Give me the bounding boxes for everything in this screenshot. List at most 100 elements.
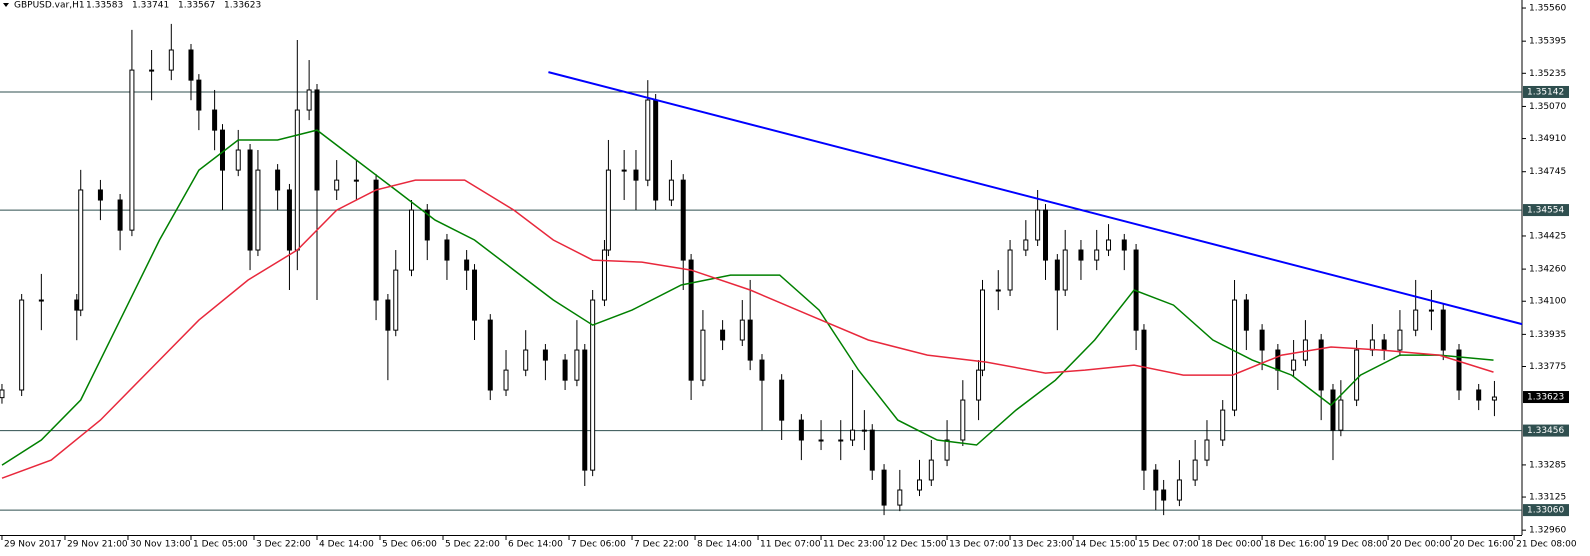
x-tick-label: 29 Nov 21:00 — [67, 540, 128, 550]
candle-body — [668, 179, 674, 201]
candle-body — [1161, 489, 1167, 501]
candle-body — [653, 99, 659, 201]
candle-body — [212, 109, 218, 131]
candle-body — [1121, 239, 1127, 251]
level-price-label: 1.33456 — [1527, 426, 1564, 436]
x-tick-label: 1 Dec 05:00 — [193, 540, 248, 550]
candle-body — [334, 179, 340, 191]
level-price-box — [1523, 85, 1569, 98]
candle-body — [294, 109, 300, 251]
trend-line — [548, 71, 1523, 326]
candle-body — [574, 349, 580, 381]
candle-body — [196, 79, 202, 111]
candle-body — [1176, 479, 1182, 501]
candle-body — [1106, 239, 1112, 251]
candle-body — [487, 319, 493, 391]
y-tick-label: 1.34100 — [1529, 297, 1566, 307]
candle-body — [1043, 209, 1049, 261]
y-tick-label: 1.33935 — [1529, 330, 1566, 340]
x-tick-label: 19 Dec 08:00 — [1327, 540, 1388, 550]
candle-body — [97, 189, 103, 201]
candle-body — [861, 429, 867, 432]
level-price-label: 1.34554 — [1527, 206, 1564, 216]
y-tick-label: 1.33775 — [1529, 362, 1566, 372]
candle-body — [720, 329, 726, 341]
candle-body — [1054, 259, 1060, 291]
x-tick-label: 14 Dec 15:00 — [1075, 540, 1136, 550]
x-tick-label: 20 Dec 16:00 — [1453, 540, 1514, 550]
candle-body — [1078, 249, 1084, 261]
y-tick-label: 1.33285 — [1529, 460, 1566, 470]
candle-body — [1330, 389, 1336, 431]
y-tick-label: 1.33125 — [1529, 493, 1566, 503]
candle-body — [1243, 299, 1249, 331]
info-value: 1.33567 — [178, 1, 215, 11]
x-tick-label: 5 Dec 06:00 — [382, 540, 437, 550]
candle-body — [1354, 349, 1360, 401]
x-tick-label: 12 Dec 15:00 — [886, 540, 947, 550]
candle-body — [129, 69, 135, 231]
candle-body — [995, 289, 1001, 292]
x-tick-label: 30 Nov 13:00 — [130, 540, 191, 550]
candle-body — [605, 169, 611, 251]
symbol-label: GBPUSD.var,H1 — [14, 1, 85, 11]
candle-body — [590, 299, 596, 471]
y-tick-label: 1.35560 — [1529, 4, 1566, 14]
x-tick-label: 5 Dec 22:00 — [445, 540, 500, 550]
y-tick-label: 1.32960 — [1529, 526, 1566, 536]
x-tick-label: 21 Dec 08:00 — [1516, 540, 1577, 550]
candle-body — [818, 439, 824, 442]
level-price-box — [1523, 204, 1569, 217]
candle-body — [542, 349, 548, 361]
x-tick-label: 13 Dec 23:00 — [1012, 540, 1073, 550]
candle-body — [562, 359, 568, 381]
candle-body — [255, 169, 261, 251]
candle-body — [1153, 469, 1159, 491]
candle-body — [601, 249, 607, 301]
candle-body — [1440, 309, 1446, 351]
candle-body — [1007, 249, 1013, 291]
candle-body — [74, 299, 80, 311]
candle-body — [1413, 309, 1419, 331]
candle-body — [1035, 209, 1041, 241]
candle-body — [1094, 249, 1100, 261]
candle-body — [1062, 249, 1068, 291]
x-tick-label: 4 Dec 14:00 — [319, 540, 374, 550]
x-tick-label: 18 Dec 16:00 — [1264, 540, 1325, 550]
candle-body — [247, 149, 253, 251]
candle-body — [373, 179, 379, 301]
candle-body — [917, 479, 923, 491]
candle-body — [235, 149, 241, 171]
candle-body — [869, 429, 875, 471]
x-tick-label: 15 Dec 07:00 — [1138, 540, 1199, 550]
candle-body — [1491, 396, 1497, 401]
candle-body — [680, 179, 686, 261]
candle-body — [286, 189, 292, 251]
menu-arrow — [3, 3, 9, 7]
candle-body — [117, 199, 123, 231]
candle-body — [960, 399, 966, 441]
candle-body — [980, 289, 986, 371]
candle-body — [897, 489, 903, 506]
candle-body — [168, 49, 174, 71]
info-value: 1.33741 — [132, 1, 169, 11]
candle-body — [1141, 329, 1147, 471]
x-tick-label: 6 Dec 14:00 — [508, 540, 563, 550]
candle-body — [78, 189, 84, 311]
candle-body — [645, 99, 651, 181]
x-tick-label: 11 Dec 07:00 — [760, 540, 821, 550]
candle-body — [1220, 409, 1226, 441]
x-tick-label: 7 Dec 22:00 — [634, 540, 689, 550]
candle-body — [850, 429, 856, 441]
candle-body — [582, 349, 588, 471]
candle-body — [700, 329, 706, 381]
candle-body — [393, 269, 399, 331]
x-tick-label: 3 Dec 22:00 — [256, 540, 311, 550]
y-tick-label: 1.34425 — [1529, 231, 1566, 241]
moving-average — [1, 129, 1494, 466]
candle-body — [149, 69, 155, 72]
candle-body — [739, 319, 745, 341]
x-tick-label: 13 Dec 07:00 — [949, 540, 1010, 550]
